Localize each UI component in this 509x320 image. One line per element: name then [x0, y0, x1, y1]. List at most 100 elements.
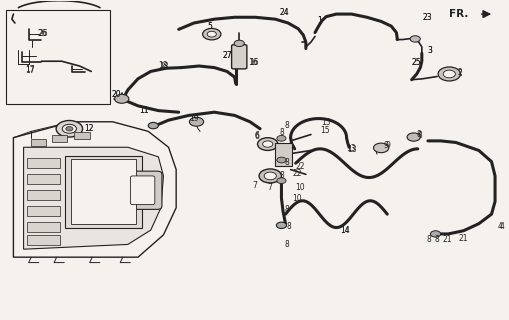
- Circle shape: [430, 231, 440, 237]
- Text: 8: 8: [284, 158, 289, 167]
- Text: 2: 2: [457, 68, 461, 77]
- Text: 14: 14: [340, 226, 349, 235]
- Text: 21: 21: [441, 235, 451, 244]
- Text: 22: 22: [295, 162, 304, 171]
- FancyBboxPatch shape: [27, 222, 60, 232]
- Text: 7: 7: [267, 183, 272, 192]
- Circle shape: [148, 123, 158, 129]
- Text: 15: 15: [320, 126, 329, 135]
- Text: 13: 13: [346, 144, 355, 153]
- FancyBboxPatch shape: [130, 176, 155, 204]
- Circle shape: [115, 94, 129, 103]
- FancyBboxPatch shape: [74, 132, 90, 139]
- Circle shape: [56, 121, 82, 137]
- FancyBboxPatch shape: [27, 190, 60, 200]
- Text: 4: 4: [497, 222, 502, 231]
- Circle shape: [276, 178, 286, 184]
- Text: 6: 6: [254, 132, 260, 140]
- Text: 12: 12: [84, 124, 94, 133]
- Text: 25: 25: [411, 58, 420, 67]
- Circle shape: [276, 157, 286, 163]
- Polygon shape: [23, 147, 163, 249]
- Text: 8: 8: [279, 151, 284, 160]
- Text: 8: 8: [426, 235, 431, 244]
- Text: 4: 4: [498, 222, 503, 231]
- FancyBboxPatch shape: [71, 159, 136, 224]
- Circle shape: [437, 67, 460, 81]
- Text: 15: 15: [321, 118, 330, 127]
- Text: FR.: FR.: [448, 9, 468, 19]
- Text: 13: 13: [347, 145, 356, 154]
- Text: 16: 16: [248, 58, 258, 67]
- Polygon shape: [13, 122, 176, 257]
- Text: 7: 7: [252, 181, 257, 190]
- Text: 8: 8: [417, 131, 421, 140]
- Text: 23: 23: [422, 13, 432, 22]
- Text: 8: 8: [286, 222, 291, 231]
- Circle shape: [276, 222, 286, 228]
- Circle shape: [409, 36, 419, 42]
- Text: 8: 8: [416, 130, 420, 139]
- Text: 22: 22: [292, 169, 301, 178]
- Circle shape: [264, 172, 276, 180]
- Text: 23: 23: [422, 13, 432, 22]
- Text: 5: 5: [207, 22, 212, 31]
- FancyBboxPatch shape: [231, 45, 246, 69]
- Text: 5: 5: [207, 22, 212, 31]
- Text: 14: 14: [340, 226, 349, 235]
- Circle shape: [276, 135, 286, 141]
- Text: 3: 3: [426, 45, 431, 55]
- Text: 12: 12: [84, 124, 94, 133]
- Text: 11: 11: [139, 106, 148, 115]
- Text: 1: 1: [317, 16, 321, 25]
- Circle shape: [207, 31, 216, 37]
- Text: 11: 11: [139, 106, 148, 115]
- FancyBboxPatch shape: [31, 139, 46, 146]
- Text: 17: 17: [25, 65, 35, 74]
- Circle shape: [66, 126, 73, 131]
- Text: 26: 26: [39, 29, 48, 38]
- Text: 6: 6: [254, 131, 260, 140]
- Circle shape: [259, 169, 281, 183]
- FancyBboxPatch shape: [27, 206, 60, 216]
- FancyBboxPatch shape: [275, 143, 291, 166]
- Text: 16: 16: [247, 58, 257, 67]
- FancyBboxPatch shape: [27, 235, 60, 245]
- Text: 17: 17: [25, 66, 35, 75]
- Text: 8: 8: [284, 240, 289, 249]
- FancyBboxPatch shape: [65, 156, 142, 228]
- Circle shape: [234, 40, 244, 47]
- Circle shape: [373, 143, 388, 153]
- Text: 19: 19: [188, 114, 198, 123]
- FancyBboxPatch shape: [27, 158, 60, 168]
- Text: 9: 9: [382, 140, 387, 149]
- FancyBboxPatch shape: [27, 174, 60, 184]
- Circle shape: [257, 138, 277, 150]
- Text: 10: 10: [292, 194, 302, 203]
- Text: 8: 8: [284, 205, 289, 214]
- Text: 9: 9: [384, 141, 389, 150]
- Text: 26: 26: [38, 29, 47, 38]
- Text: 21: 21: [458, 234, 467, 243]
- FancyBboxPatch shape: [124, 171, 161, 209]
- Text: 2: 2: [457, 69, 461, 78]
- FancyBboxPatch shape: [6, 10, 110, 104]
- Text: 1: 1: [317, 16, 321, 25]
- Circle shape: [262, 141, 272, 147]
- Text: 8: 8: [284, 121, 289, 130]
- Text: 8: 8: [279, 128, 284, 137]
- Text: 8: 8: [433, 235, 438, 244]
- Text: 25: 25: [411, 58, 420, 67]
- Text: 18: 18: [159, 62, 168, 71]
- Circle shape: [202, 28, 220, 40]
- Text: 24: 24: [279, 8, 289, 17]
- Text: 3: 3: [426, 45, 431, 55]
- Circle shape: [442, 70, 455, 78]
- Text: 20: 20: [111, 90, 121, 99]
- Text: 10: 10: [295, 183, 305, 192]
- Text: 27: 27: [222, 51, 232, 60]
- FancyBboxPatch shape: [51, 134, 67, 141]
- Circle shape: [189, 117, 203, 126]
- Text: 18: 18: [158, 61, 167, 70]
- FancyArrowPatch shape: [480, 11, 489, 17]
